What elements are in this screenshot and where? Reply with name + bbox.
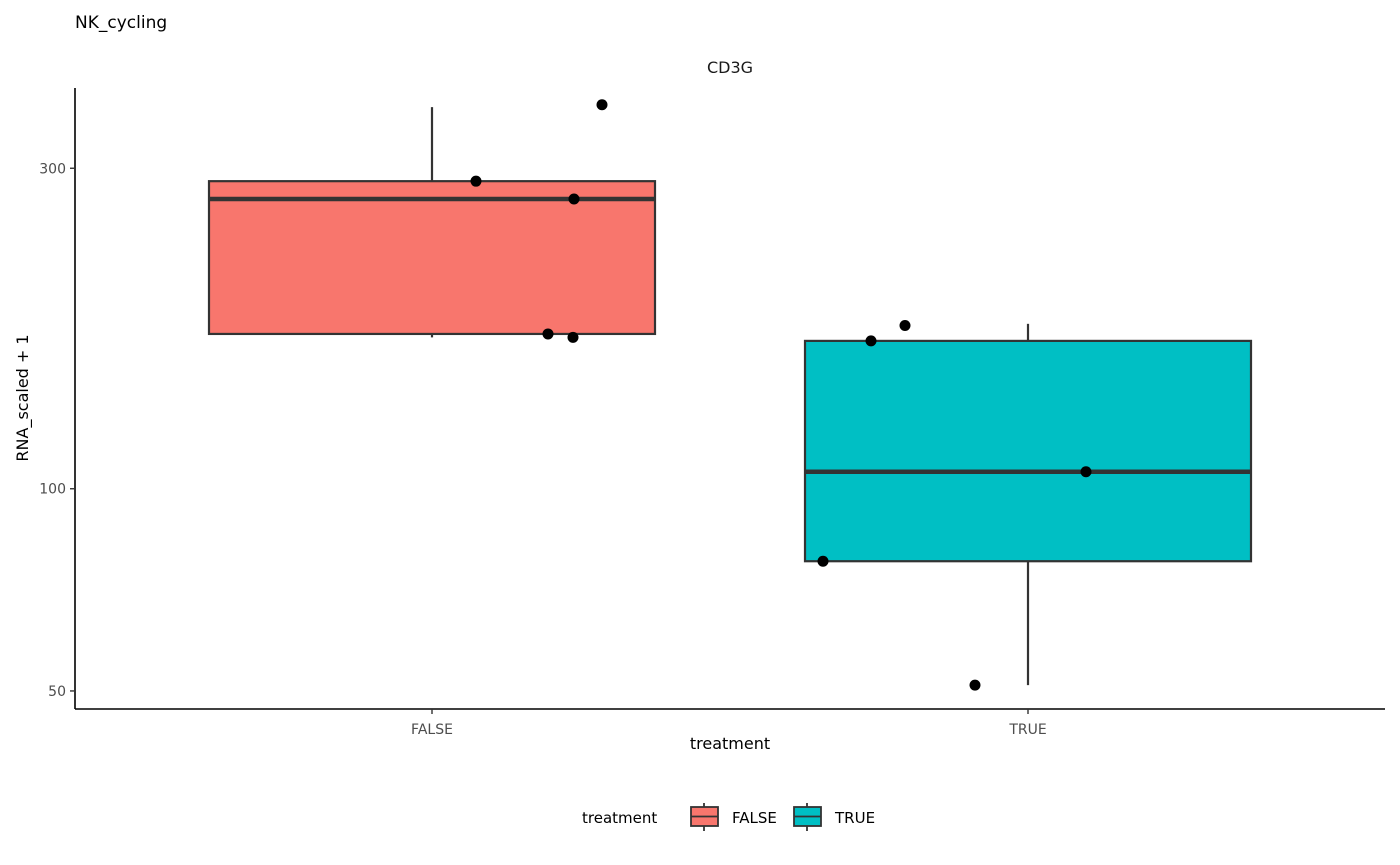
box xyxy=(207,180,657,336)
box-group-false xyxy=(207,107,657,338)
box xyxy=(803,339,1253,563)
x-axis-title: treatment xyxy=(690,734,770,753)
legend-item-false: FALSE xyxy=(690,803,777,831)
panel-title: CD3G xyxy=(707,58,753,77)
legend: treatment FALSE TRUE xyxy=(582,803,875,831)
y-axis-title: RNA_scaled + 1 xyxy=(13,334,33,461)
data-point xyxy=(470,175,482,187)
legend-label: FALSE xyxy=(732,809,777,827)
data-point xyxy=(817,555,829,567)
y-tick-label: 300 xyxy=(39,161,66,177)
legend-label: TRUE xyxy=(834,809,875,827)
x-tick-label: FALSE xyxy=(411,722,453,738)
y-tick-label: 100 xyxy=(39,482,66,498)
box-group-true xyxy=(803,323,1253,686)
data-point xyxy=(567,331,579,343)
data-point xyxy=(865,335,877,347)
data-point xyxy=(596,99,608,111)
y-tick-label: 50 xyxy=(48,684,66,700)
legend-item-true: TRUE xyxy=(793,803,875,831)
data-point xyxy=(1080,466,1092,478)
legend-items: FALSE TRUE xyxy=(690,803,875,831)
data-point xyxy=(969,679,981,691)
plot-area: 50 100 300 FALSE TRUE xyxy=(39,88,1385,738)
data-point xyxy=(568,193,580,205)
data-point xyxy=(542,328,554,340)
x-tick-label: TRUE xyxy=(1008,722,1046,738)
plot-title: NK_cycling xyxy=(75,13,167,33)
legend-title: treatment xyxy=(582,809,657,827)
data-point xyxy=(899,319,911,331)
